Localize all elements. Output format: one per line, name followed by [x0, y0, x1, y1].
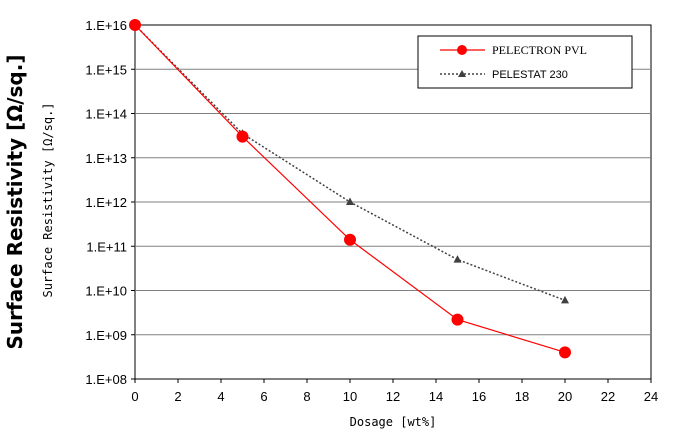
y-tick-label: 1.E+12 — [85, 195, 127, 210]
legend-label-pelestat: PELESTAT 230 — [492, 69, 568, 81]
legend: PELECTRON PVL PELESTAT 230 — [417, 35, 633, 89]
x-tick-label: 20 — [558, 389, 572, 404]
series-group — [129, 19, 571, 359]
y-tick-label: 1.E+11 — [86, 239, 127, 254]
legend-label-pelectron: PELECTRON PVL — [492, 43, 587, 57]
x-tick-label: 16 — [472, 389, 486, 404]
x-tick-label: 10 — [343, 389, 357, 404]
data-point-triangle — [346, 197, 354, 205]
data-point-circle — [344, 233, 356, 246]
x-tick-label: 6 — [260, 389, 267, 404]
x-tick-label: 18 — [515, 389, 529, 404]
y-tick-label: 1.E+09 — [85, 328, 127, 343]
y-tick-label: 1.E+15 — [85, 62, 127, 77]
x-tick-labels: 0 2 4 6 8 10 12 14 16 18 20 22 24 — [131, 389, 658, 404]
x-tick-label: 2 — [174, 389, 181, 404]
y-axis-label-secondary: Surface Resistivity [Ω/sq.] — [41, 102, 55, 297]
y-tick-label: 1.E+13 — [85, 151, 127, 166]
y-tick-label: 1.E+08 — [85, 372, 127, 387]
data-point-circle — [129, 19, 141, 31]
x-tick-label: 22 — [601, 389, 615, 404]
x-tick-label: 4 — [217, 389, 224, 404]
legend-marker-pelestat — [458, 70, 466, 77]
data-point-triangle — [561, 295, 569, 304]
data-point-circle — [236, 130, 249, 143]
x-tick-label: 14 — [429, 389, 443, 404]
y-tick-label: 1.E+14 — [85, 107, 127, 122]
data-point-triangle — [453, 255, 462, 263]
x-tick-label: 12 — [386, 389, 400, 404]
x-tick-label: 0 — [131, 389, 138, 404]
data-point-circle — [559, 346, 571, 359]
legend-marker-pelectron — [457, 45, 467, 55]
y-tick-label: 1.E+16 — [85, 18, 127, 33]
legend-box — [417, 35, 633, 89]
y-axis-label: Surface Resistivity [Ω/sq.] — [3, 55, 27, 350]
x-tick-label: 24 — [644, 389, 658, 404]
y-tick-labels: 1.E+08 1.E+09 1.E+10 1.E+11 1.E+12 1.E+13 1.E+… — [85, 18, 127, 387]
x-axis-label: Dosage [wt%] — [350, 415, 437, 429]
y-tick-label: 1.E+10 — [85, 284, 127, 299]
x-tick-label: 8 — [303, 389, 310, 404]
data-point-circle — [451, 313, 464, 326]
